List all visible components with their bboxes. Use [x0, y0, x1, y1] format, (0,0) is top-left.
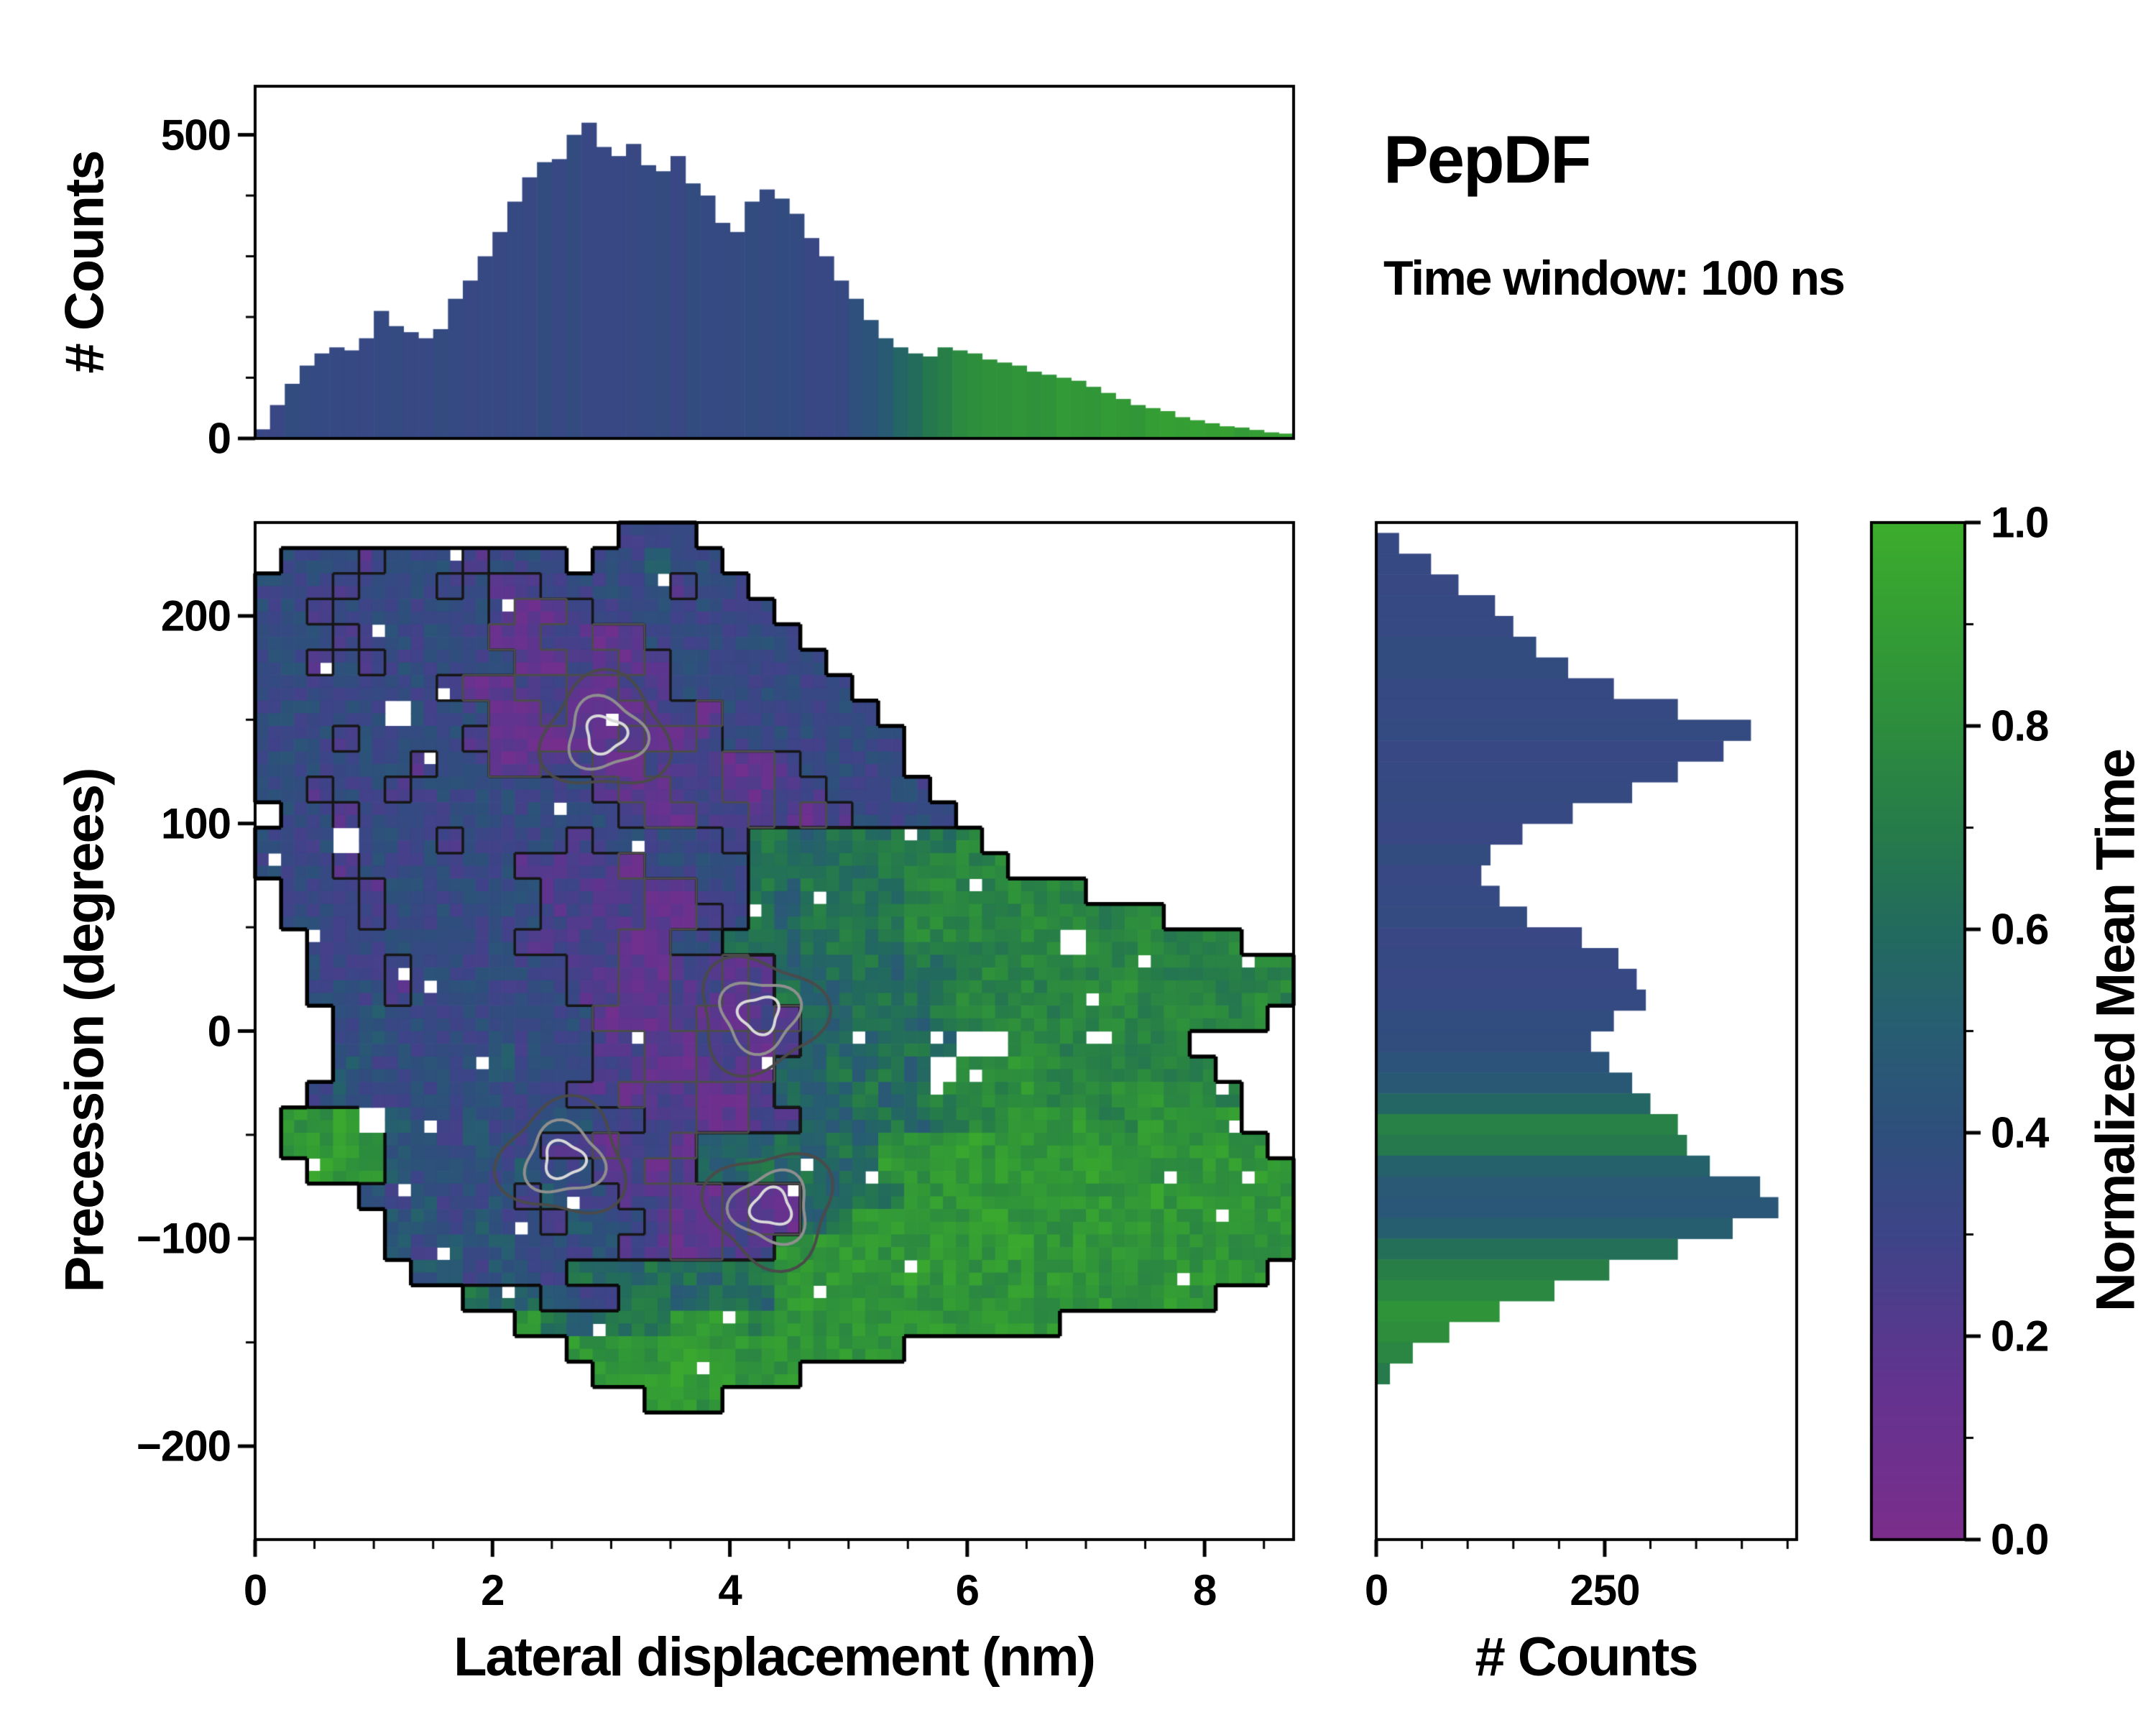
- figure-title: PepDF: [1383, 121, 1592, 197]
- colorbar-tick-0.8: 0.8: [1991, 702, 2049, 750]
- main-xtick-2: 2: [481, 1566, 505, 1614]
- main-ytick--100: −100: [136, 1214, 231, 1263]
- x-axis-label-lateral-displacement: Lateral displacement (nm): [453, 1627, 1096, 1688]
- colorbar-tick-0.4: 0.4: [1991, 1108, 2049, 1157]
- main-ytick-200: 200: [160, 592, 231, 640]
- top-histogram-canvas: [212, 43, 1337, 482]
- main-xtick-0: 0: [243, 1566, 267, 1614]
- top-hist-y-axis-label-counts: # Counts: [54, 151, 116, 374]
- colorbar-tick-0.2: 0.2: [1991, 1312, 2049, 1361]
- colorbar-label-normalized-mean-time: Normalized Mean Time: [2085, 749, 2147, 1312]
- right-hist-x-axis-label-counts: # Counts: [1475, 1627, 1698, 1688]
- y-axis-label-precession: Precession (degrees): [54, 768, 116, 1293]
- time-window-label: Time window: 100 ns: [1383, 251, 1846, 305]
- main-ytick-0: 0: [207, 1007, 231, 1055]
- colorbar-canvas: [1828, 479, 2008, 1583]
- top-hist-ytick-500: 500: [160, 111, 231, 160]
- colorbar-tick-0.0: 0.0: [1991, 1515, 2049, 1564]
- main-xtick-4: 4: [718, 1566, 742, 1614]
- right-hist-xtick-250: 250: [1570, 1566, 1640, 1614]
- colorbar-tick-0.6: 0.6: [1991, 905, 2049, 954]
- joint-heatmap-canvas: [212, 479, 1337, 1583]
- right-hist-xtick-0: 0: [1364, 1566, 1388, 1614]
- colorbar-tick-1.0: 1.0: [1991, 498, 2049, 547]
- right-histogram-canvas: [1333, 479, 1840, 1583]
- main-ytick--200: −200: [136, 1422, 231, 1471]
- main-xtick-8: 8: [1192, 1566, 1217, 1614]
- top-hist-ytick-0: 0: [207, 414, 231, 463]
- main-ytick-100: 100: [160, 799, 231, 848]
- main-xtick-6: 6: [955, 1566, 980, 1614]
